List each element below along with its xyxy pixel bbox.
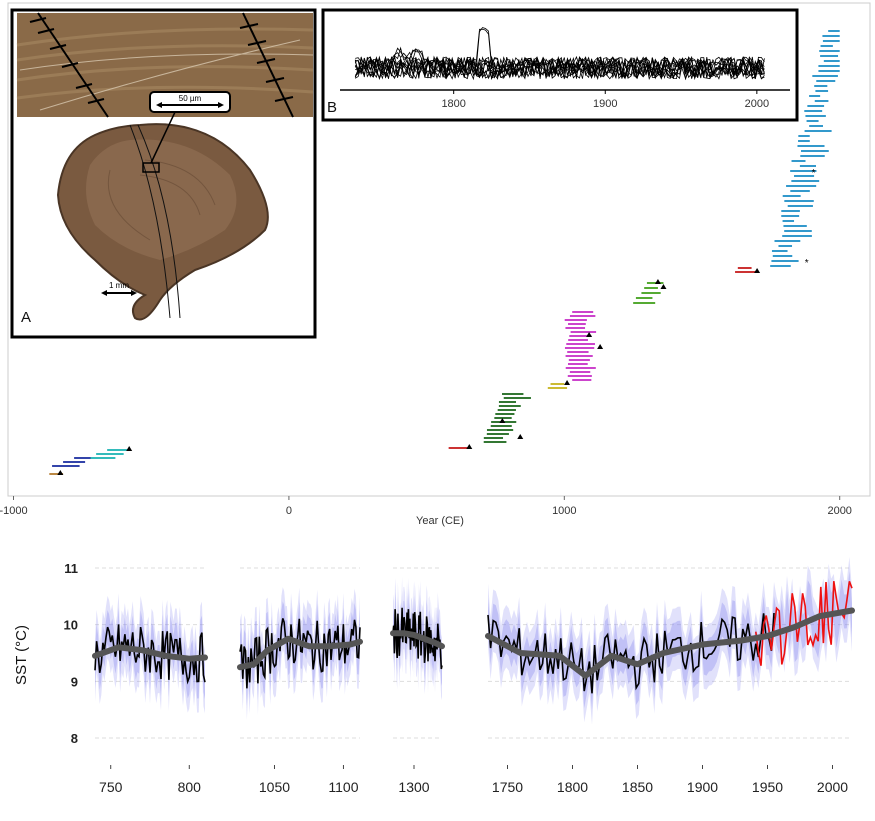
sample-marker bbox=[654, 279, 661, 284]
panel-b-label: B bbox=[327, 99, 337, 116]
inset-b-panel: 1800 1900 2000 B bbox=[321, 8, 799, 122]
upper-x-axis-label: Year (CE) bbox=[416, 515, 464, 527]
y-tick-label: 8 bbox=[71, 731, 78, 746]
x-tick-label: 1000 bbox=[552, 505, 576, 517]
upper-x-axis: -1000 0 1000 2000 bbox=[0, 496, 852, 517]
panel-a-label: A bbox=[21, 309, 31, 326]
star-marker: * bbox=[812, 168, 816, 179]
shell-section-lines bbox=[129, 124, 181, 319]
y-tick-label: 9 bbox=[71, 674, 78, 689]
lower-x-tick-label: 1850 bbox=[622, 779, 653, 795]
lower-x-tick-label: 2000 bbox=[817, 779, 848, 795]
lower-x-tick-label: 1100 bbox=[328, 779, 358, 795]
x-tick-label: -1000 bbox=[0, 505, 28, 517]
x-tick-label: 0 bbox=[286, 505, 292, 517]
sample-marker bbox=[466, 444, 473, 449]
sample-marker bbox=[57, 470, 64, 475]
lower-y-axis: 8 9 10 11 bbox=[64, 561, 78, 746]
growth-line-left bbox=[29, 12, 109, 118]
sample-marker bbox=[517, 434, 524, 439]
lower-sst-lines bbox=[92, 580, 855, 694]
lower-x-tick-label: 1050 bbox=[259, 779, 290, 795]
shell-rings bbox=[107, 159, 216, 241]
sample-marker bbox=[564, 380, 571, 385]
sst-smoothed-line bbox=[237, 635, 363, 671]
sst-smoothed-line bbox=[390, 630, 445, 650]
sst-reconstruction-line bbox=[239, 618, 361, 689]
sst-instrumental-line bbox=[755, 580, 853, 666]
scale-arrow-top-right bbox=[218, 102, 224, 108]
sst-smoothed-line bbox=[92, 644, 208, 662]
upper-plot-frame bbox=[7, 2, 871, 497]
inset-b-tick-label: 2000 bbox=[745, 98, 769, 110]
sample-marker bbox=[597, 344, 604, 349]
scale-arrow-bottom-right bbox=[131, 290, 137, 296]
sample-marker bbox=[660, 284, 667, 289]
lower-x-tick-label: 1950 bbox=[752, 779, 783, 795]
sst-reconstruction-line bbox=[94, 624, 206, 685]
inset-b-line bbox=[354, 56, 765, 81]
x-tick-label: 2000 bbox=[827, 505, 851, 517]
inset-b-tick-label: 1800 bbox=[441, 98, 465, 110]
sample-marker bbox=[499, 418, 506, 423]
uncertainty-band-inner bbox=[240, 601, 360, 706]
sample-marker bbox=[754, 268, 761, 273]
inset-b-line bbox=[354, 56, 765, 81]
upper-timeline-bars: ** bbox=[49, 30, 840, 475]
callout-line bbox=[150, 109, 177, 164]
inset-b-x-axis: 1800 1900 2000 bbox=[441, 90, 769, 110]
scale-label-top: 50 µm bbox=[179, 94, 202, 103]
lower-x-tick-label: 1900 bbox=[687, 779, 718, 795]
scale-label-bottom: 1 mm bbox=[109, 281, 129, 290]
lower-x-tick-label: 1750 bbox=[492, 779, 523, 795]
sample-marker bbox=[126, 446, 133, 451]
growth-line-right bbox=[239, 12, 294, 118]
uncertainty-band-inner bbox=[95, 607, 205, 700]
lower-x-tick-label: 1300 bbox=[398, 779, 429, 795]
lower-x-axis: 750 800 1050 1100 1300 1750 1800 1850 1900 1950 20… bbox=[99, 765, 848, 795]
inset-b-series bbox=[354, 27, 765, 81]
uncertainty-band-inner bbox=[488, 571, 852, 711]
lower-x-tick-label: 750 bbox=[99, 779, 123, 795]
sample-marker bbox=[586, 332, 593, 337]
lower-x-tick-label: 800 bbox=[178, 779, 202, 795]
scale-arrow-top-left bbox=[156, 102, 162, 108]
y-tick-label: 11 bbox=[64, 561, 78, 576]
scale-box-top bbox=[149, 91, 231, 113]
micrograph-bands bbox=[16, 27, 314, 100]
scale-arrow-bottom-left bbox=[101, 290, 107, 296]
micrograph-light-lines bbox=[19, 39, 314, 111]
inset-b-line bbox=[355, 55, 765, 81]
y-tick-label: 10 bbox=[64, 618, 78, 633]
uncertainty-band-outer bbox=[488, 557, 852, 725]
lower-x-tick-label: 1800 bbox=[557, 779, 588, 795]
inset-b-line bbox=[354, 56, 765, 80]
sst-smoothed-line bbox=[485, 607, 855, 679]
inset-a-panel: 50 µm 1 mm A bbox=[10, 8, 317, 339]
shell-inner bbox=[86, 139, 237, 260]
lower-y-axis-label: SST (°C) bbox=[13, 625, 30, 685]
uncertainty-band-outer bbox=[240, 587, 360, 720]
star-marker: * bbox=[805, 258, 809, 269]
inset-b-tick-label: 1900 bbox=[593, 98, 617, 110]
